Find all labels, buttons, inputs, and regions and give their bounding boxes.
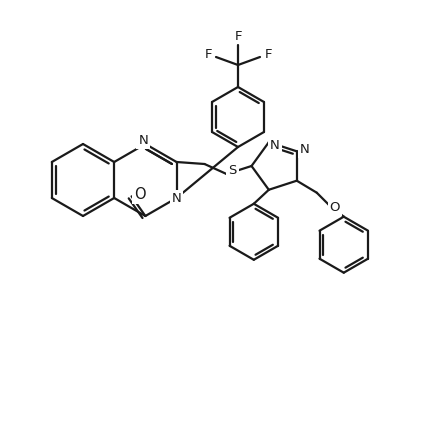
Text: N: N [172,191,181,204]
Text: O: O [134,187,146,202]
Text: N: N [138,134,148,147]
Text: N: N [300,143,310,156]
Text: N: N [270,139,280,152]
Text: F: F [234,29,242,42]
Text: S: S [228,163,237,177]
Text: O: O [330,201,340,214]
Text: F: F [264,48,272,61]
Text: F: F [204,48,212,61]
